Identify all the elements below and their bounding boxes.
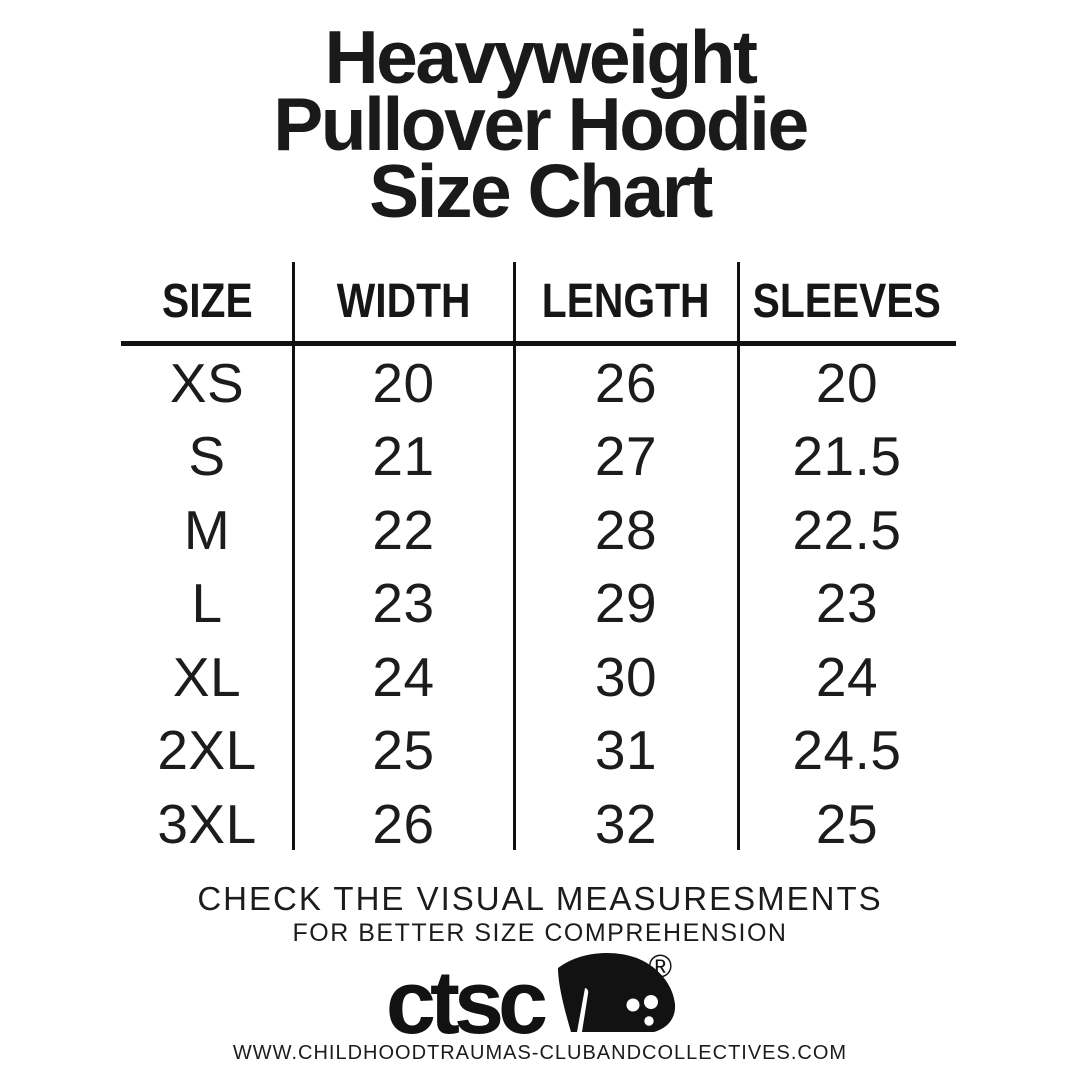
cell-length: 31 <box>594 719 658 782</box>
table-row: L 23 29 23 <box>121 567 956 641</box>
cell-sleeves: 21.5 <box>792 425 902 488</box>
cell-width: 23 <box>372 572 435 635</box>
size-table-header: SIZE WIDTH LENGTH SLEEVES <box>121 262 956 341</box>
website-url: WWW.CHILDHOODTRAUMAS-CLUBANDCOLLECTIVES.… <box>232 1042 848 1064</box>
header-size: SIZE <box>161 275 253 328</box>
table-row: S 21 27 21.5 <box>121 420 956 494</box>
cell-width: 21 <box>372 425 435 488</box>
cell-size: XS <box>169 351 245 414</box>
cell-length: 26 <box>594 351 658 414</box>
cell-sleeves: 24.5 <box>792 719 902 782</box>
cell-length: 32 <box>594 792 658 855</box>
cell-sleeves: 23 <box>815 572 879 635</box>
column-divider <box>737 262 740 850</box>
cell-length: 27 <box>594 425 658 488</box>
hood-logo-wrap: ® <box>544 946 694 1041</box>
cell-length: 28 <box>594 498 658 561</box>
size-comprehension-note: FOR BETTER SIZE COMPREHENSION <box>292 919 788 947</box>
cell-size: 2XL <box>157 719 257 782</box>
title-line-2: Pullover Hoodie <box>273 82 809 166</box>
cell-length: 29 <box>594 572 658 635</box>
size-table-body: XS 20 26 20 S 21 27 21.5 M 22 28 22.5 L 23 29 23 XL 24 30 2… <box>121 346 956 861</box>
visual-measurements-note: CHECK THE VISUAL MEASURESMENTS <box>197 880 883 917</box>
cell-size: 3XL <box>157 792 257 855</box>
cell-sleeves: 24 <box>815 645 879 708</box>
cell-width: 22 <box>372 498 435 561</box>
hooded-figure-icon <box>558 952 676 1032</box>
header-width: WIDTH <box>336 275 471 328</box>
column-divider <box>513 262 516 850</box>
logo-wordmark: ctsc <box>385 952 548 1053</box>
table-row: XS 20 26 20 <box>121 346 956 420</box>
table-row: 2XL 25 31 24.5 <box>121 714 956 788</box>
title-line-1: Heavyweight <box>324 15 759 99</box>
cell-width: 24 <box>372 645 435 708</box>
cell-sleeves: 25 <box>815 792 879 855</box>
table-row: 3XL 26 32 25 <box>121 787 956 861</box>
cell-size: S <box>188 425 226 488</box>
cell-width: 25 <box>372 719 435 782</box>
cell-length: 30 <box>594 645 658 708</box>
title-line-3: Size Chart <box>369 149 713 233</box>
table-row: XL 24 30 24 <box>121 640 956 714</box>
cell-size: M <box>183 498 231 561</box>
cell-sleeves: 20 <box>815 351 879 414</box>
page-title: Heavyweight Pullover Hoodie Size Chart <box>0 15 1080 233</box>
column-divider <box>292 262 295 850</box>
header-length: LENGTH <box>542 275 710 328</box>
table-row: M 22 28 22.5 <box>121 493 956 567</box>
cell-width: 26 <box>372 792 435 855</box>
registered-trademark-icon: ® <box>648 948 673 984</box>
cell-width: 20 <box>372 351 435 414</box>
size-table: SIZE WIDTH LENGTH SLEEVES XS 20 26 20 S 21 27 2… <box>121 262 956 855</box>
cell-size: XL <box>172 645 242 708</box>
cell-sleeves: 22.5 <box>792 498 902 561</box>
cell-size: L <box>191 572 223 635</box>
header-divider <box>121 341 956 346</box>
header-sleeves: SLEEVES <box>752 275 942 328</box>
brand-logo: ctsc ® <box>0 946 1080 1053</box>
